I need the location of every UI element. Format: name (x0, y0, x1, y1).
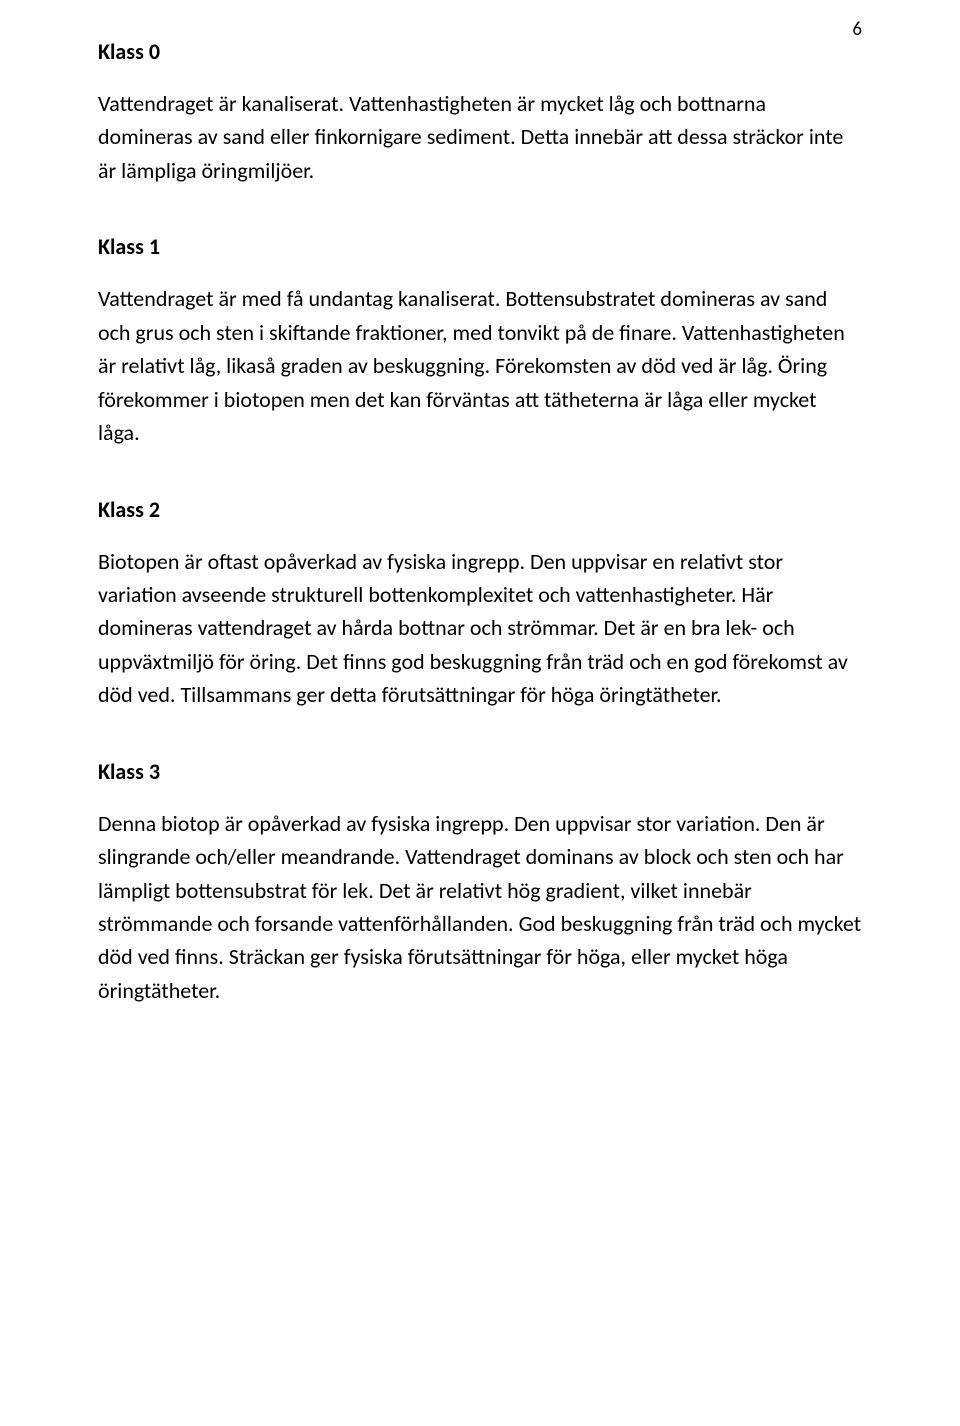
section-klass-2: Klass 2 Biotopen är oftast opåverkad av … (98, 496, 862, 712)
section-title: Klass 2 (98, 496, 862, 523)
section-klass-1: Klass 1 Vattendraget är med få undantag … (98, 233, 862, 449)
section-klass-0: Klass 0 Vattendraget är kanaliserat. Vat… (98, 38, 862, 187)
section-body: Vattendraget är med få undantag kanalise… (98, 282, 862, 449)
section-title: Klass 3 (98, 758, 862, 785)
section-title: Klass 1 (98, 233, 862, 260)
section-klass-3: Klass 3 Denna biotop är opåverkad av fys… (98, 758, 862, 1008)
section-body: Vattendraget är kanaliserat. Vattenhasti… (98, 87, 862, 187)
section-body: Biotopen är oftast opåverkad av fysiska … (98, 545, 862, 712)
page-number: 6 (852, 18, 862, 41)
section-title: Klass 0 (98, 38, 862, 65)
section-body: Denna biotop är opåverkad av fysiska ing… (98, 807, 862, 1008)
